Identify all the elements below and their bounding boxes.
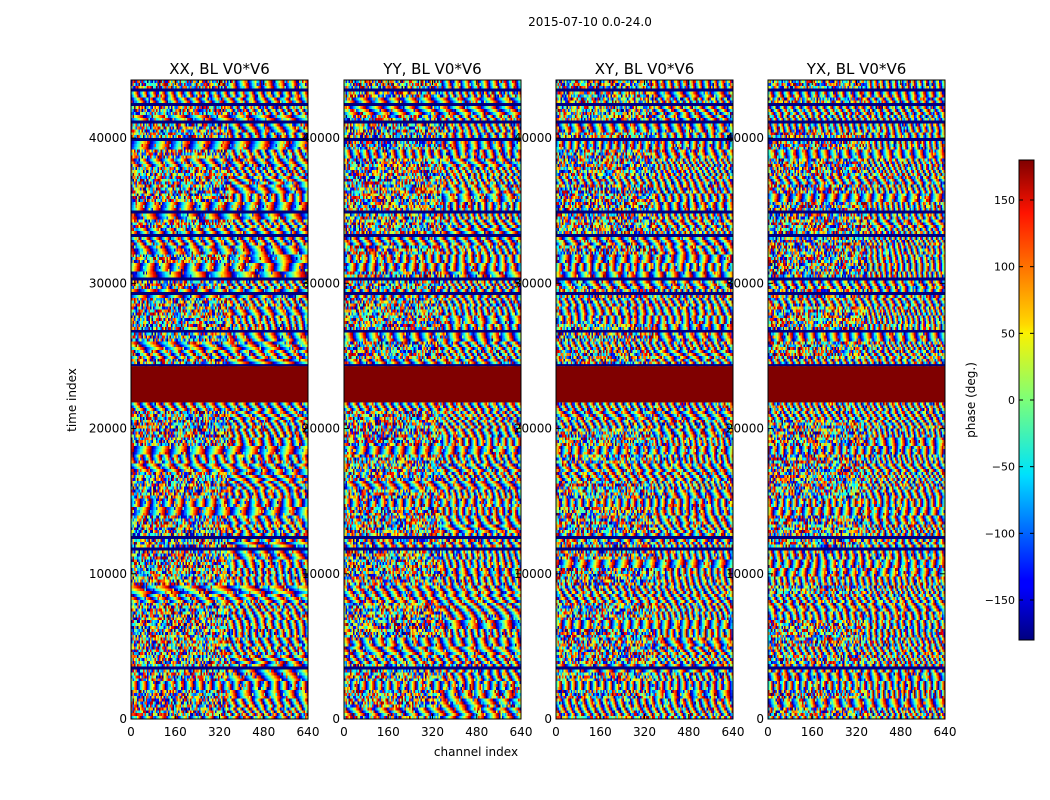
colorbar-tick-label: 100: [994, 261, 1015, 274]
x-tick-label: 640: [297, 725, 320, 739]
colorbar-ticks: −150 −100 −50 0 50 100 150: [985, 194, 1034, 607]
y-tick-label: 20000: [89, 422, 127, 436]
x-tick-label: 640: [510, 725, 533, 739]
figure-suptitle: 2015-07-10 0.0-24.0: [528, 15, 652, 29]
panel-title: XX, BL V0*V6: [169, 60, 270, 78]
flagged-band: [344, 366, 521, 403]
y-tick-label: 30000: [514, 276, 552, 290]
x-tick-label: 320: [208, 725, 231, 739]
x-axis-label: channel index: [434, 745, 518, 759]
x-tick-label: 640: [934, 725, 957, 739]
x-tick-label: 480: [677, 725, 700, 739]
panel-title: YX, BL V0*V6: [806, 60, 907, 78]
flagged-band: [768, 366, 945, 403]
flagged-band-edge: [344, 364, 521, 367]
panel-title: YY, BL V0*V6: [382, 60, 481, 78]
x-tick-label: 160: [377, 725, 400, 739]
y-tick-label: 10000: [302, 567, 340, 581]
colorbar-tick-label: 0: [1008, 394, 1015, 407]
x-tick-label: 0: [552, 725, 560, 739]
y-tick-label: 20000: [302, 422, 340, 436]
flagged-band-edge: [556, 364, 733, 367]
panels-group: XX, BL V0*V6 0 160 320 480 640 0 10000 20000 3000…: [89, 60, 957, 739]
x-tick-label: 0: [340, 725, 348, 739]
colorbar-label: phase (deg.): [964, 362, 978, 438]
colorbar-tick-label: −50: [992, 461, 1015, 474]
x-tick-label: 480: [889, 725, 912, 739]
y-tick-label: 20000: [726, 422, 764, 436]
y-tick-label: 0: [332, 712, 340, 726]
y-tick-label: 10000: [89, 567, 127, 581]
flagged-band: [131, 366, 308, 403]
y-tick-label: 40000: [726, 131, 764, 145]
y-tick-label: 40000: [89, 131, 127, 145]
panel-xx: XX, BL V0*V6 0 160 320 480 640 0 10000 20000 3000…: [89, 60, 320, 739]
x-tick-label: 160: [801, 725, 824, 739]
y-tick-label: 10000: [514, 567, 552, 581]
x-tick-label: 320: [421, 725, 444, 739]
x-tick-label: 640: [722, 725, 745, 739]
colorbar-tick-label: −150: [985, 594, 1015, 607]
y-tick-label: 10000: [726, 567, 764, 581]
flagged-band-edge: [768, 364, 945, 367]
y-tick-label: 0: [756, 712, 764, 726]
flagged-band: [556, 366, 733, 403]
x-tick-label: 320: [845, 725, 868, 739]
x-tick-label: 160: [164, 725, 187, 739]
y-tick-label: 40000: [514, 131, 552, 145]
x-tick-label: 320: [633, 725, 656, 739]
panel-xy: XY, BL V0*V6 0 160 320 480 640 0 10000 20000 3000…: [514, 60, 745, 739]
y-tick-label: 0: [544, 712, 552, 726]
panel-yy: YY, BL V0*V6 0 160 320 480 640 0 10000 20000 3000…: [302, 60, 533, 739]
y-tick-label: 20000: [514, 422, 552, 436]
y-tick-label: 30000: [89, 276, 127, 290]
y-tick-label: 30000: [726, 276, 764, 290]
y-tick-label: 40000: [302, 131, 340, 145]
y-tick-label: 30000: [302, 276, 340, 290]
colorbar-tick-label: −100: [985, 527, 1015, 540]
y-axis-label: time index: [65, 368, 79, 432]
panel-title: XY, BL V0*V6: [595, 60, 695, 78]
x-tick-label: 0: [127, 725, 135, 739]
panel-yx: YX, BL V0*V6 0 160 320 480 640 0 10000 20000 3000…: [726, 60, 957, 739]
colorbar-tick-label: 50: [1001, 327, 1015, 340]
x-tick-label: 480: [465, 725, 488, 739]
x-tick-label: 480: [252, 725, 275, 739]
flagged-band-edge: [131, 364, 308, 367]
x-tick-label: 160: [589, 725, 612, 739]
x-tick-label: 0: [764, 725, 772, 739]
colorbar-tick-label: 150: [994, 194, 1015, 207]
colorbar: −150 −100 −50 0 50 100 150 phase (deg.): [964, 159, 1035, 641]
y-tick-label: 0: [119, 712, 127, 726]
